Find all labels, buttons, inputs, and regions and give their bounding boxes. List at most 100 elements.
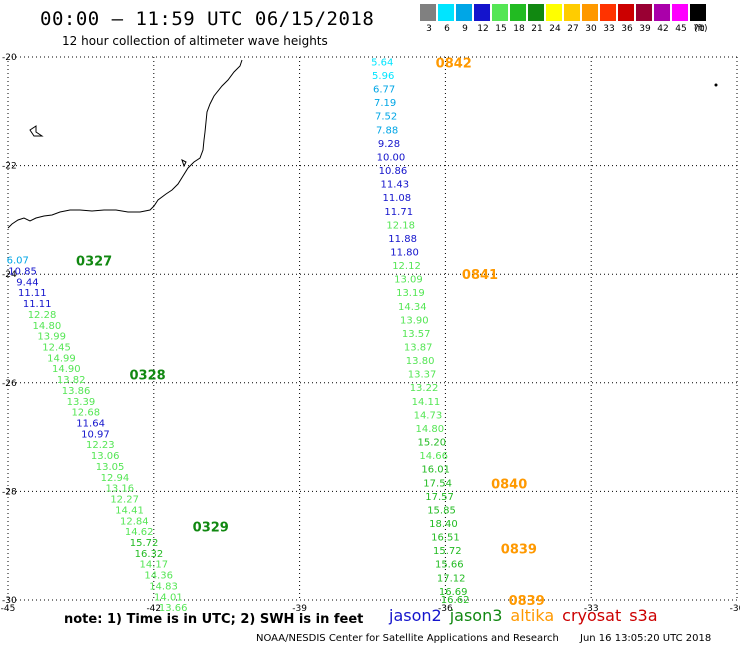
swh-value: 13.22	[410, 383, 439, 394]
swh-value: 14.90	[52, 364, 81, 375]
legend-label: 39	[639, 24, 651, 34]
swh-value: 5.64	[371, 57, 393, 68]
swh-value: 9.44	[16, 277, 38, 288]
swh-value: 7.19	[374, 98, 396, 109]
satellite-name: jason2	[389, 606, 442, 625]
time-label: 0840	[491, 477, 527, 492]
swh-value: 13.16	[105, 484, 134, 495]
swh-value: 17.12	[437, 573, 466, 584]
swh-value: 5.96	[372, 71, 394, 82]
swh-value: 14.73	[414, 410, 443, 421]
swh-value: 13.05	[96, 462, 125, 473]
satellite-name: jason3	[449, 606, 503, 625]
lon-tick-label: -33	[584, 604, 599, 614]
time-label: 0839	[501, 542, 537, 557]
legend-label: 3	[426, 24, 432, 34]
legend-label: 42	[657, 24, 669, 34]
swh-value: 14.80	[33, 321, 62, 332]
swh-value: 11.64	[76, 419, 105, 430]
satellite-legend: jason2 jason3 altika cryosat s3a	[389, 606, 666, 625]
legend-unit: (ft)	[694, 24, 708, 34]
time-label: 0328	[130, 369, 166, 384]
swh-value: 15.66	[435, 560, 464, 571]
swh-value: 11.71	[384, 207, 413, 218]
swh-value: 16.51	[431, 533, 460, 544]
legend-swatch	[690, 4, 707, 21]
legend-swatch	[438, 4, 455, 21]
swh-value: 16.62	[441, 595, 470, 606]
legend-swatch	[456, 4, 473, 21]
legend-swatch	[672, 4, 689, 21]
swh-value: 14.36	[144, 571, 173, 582]
legend-swatch	[600, 4, 617, 21]
swh-value: 12.94	[101, 473, 130, 484]
swh-value: 13.82	[57, 375, 86, 386]
map-grid: -45 -42 -39 -36 -33 -30 -20 -22 -24 -26 -28 -30	[1, 53, 740, 614]
swh-value: 18.40	[429, 519, 458, 530]
swh-value: 12.12	[392, 261, 421, 272]
lat-tick-label: -28	[2, 487, 17, 497]
time-label: 0329	[193, 521, 229, 536]
swh-value: 7.52	[375, 112, 397, 123]
legend-swatch	[654, 4, 671, 21]
swh-value: 11.80	[390, 247, 419, 258]
swh-value: 13.57	[402, 329, 431, 340]
swh-value: 10.86	[379, 166, 408, 177]
swh-value: 10.00	[377, 152, 406, 163]
swh-value: 13.09	[394, 275, 423, 286]
swh-value: 13.19	[396, 288, 425, 299]
swh-value: 12.23	[86, 440, 115, 451]
legend-swatch	[618, 4, 635, 21]
swh-value: 13.06	[91, 451, 120, 462]
swh-value: 11.43	[381, 180, 410, 191]
time-label: 0839	[509, 594, 545, 609]
footer-note: note: 1) Time is in UTC; 2) SWH is in fe…	[64, 612, 364, 627]
legend-label: 33	[603, 24, 615, 34]
swh-value: 17.54	[423, 478, 452, 489]
swh-value: 14.34	[398, 302, 427, 313]
swh-value: 7.88	[376, 125, 398, 136]
swh-value: 10.97	[81, 429, 110, 440]
credit-text: NOAA/NESDIS Center for Satellite Applica…	[256, 633, 559, 644]
swh-value: 13.66	[159, 603, 188, 614]
swh-value: 14.01	[154, 592, 183, 603]
swh-value: 13.86	[62, 386, 91, 397]
page-subtitle: 12 hour collection of altimeter wave hei…	[62, 34, 328, 48]
swh-value: 16.01	[421, 465, 450, 476]
lon-tick-label: -39	[292, 604, 307, 614]
swh-value: 15.72	[130, 538, 159, 549]
legend-swatch	[474, 4, 491, 21]
legend-swatch	[420, 4, 437, 21]
legend-label: 15	[495, 24, 507, 34]
swh-value: 15.20	[417, 438, 446, 449]
lon-tick-label: -30	[730, 604, 740, 614]
time-label: 0842	[436, 56, 472, 71]
swh-value: 14.62	[125, 527, 154, 538]
swh-value: 14.99	[47, 353, 76, 364]
legend-label: 70	[693, 24, 705, 34]
swh-value: 16.69	[439, 587, 468, 598]
legend-swatch	[636, 4, 653, 21]
swh-value: 13.37	[408, 370, 437, 381]
swh-value: 14.83	[149, 581, 178, 592]
lat-tick-label: -20	[2, 53, 17, 63]
swh-value: 12.68	[71, 408, 100, 419]
swh-value: 16.32	[135, 549, 164, 560]
swh-value: 13.99	[37, 332, 66, 343]
satellite-name: altika	[510, 606, 555, 625]
lat-tick-label: -30	[2, 596, 17, 606]
time-label: 0841	[462, 268, 498, 283]
legend-label: 24	[549, 24, 561, 34]
swh-value: 10.85	[8, 266, 37, 277]
legend-label: 45	[675, 24, 687, 34]
swh-value: 11.11	[23, 299, 52, 310]
swh-value: 17.57	[425, 492, 454, 503]
map-island-dot	[714, 83, 718, 87]
legend-label: 9	[462, 24, 468, 34]
swh-value: 15.72	[433, 546, 462, 557]
satellite-name: cryosat	[562, 606, 622, 625]
swh-value: 11.08	[382, 193, 411, 204]
page-title: 00:00 – 11:59 UTC 06/15/2018	[40, 8, 375, 30]
legend-label: 18	[513, 24, 525, 34]
